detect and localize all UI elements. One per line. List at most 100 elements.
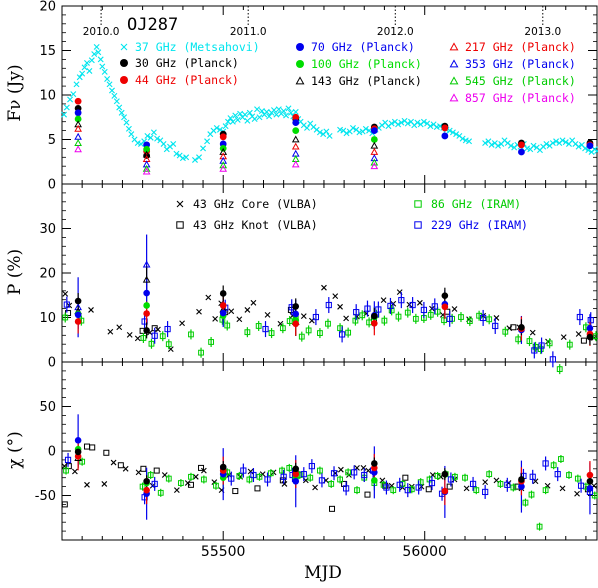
legend-marker: [296, 60, 304, 68]
metsahovi-point: [108, 87, 115, 94]
metsahovi-point: [349, 124, 356, 131]
iram229-point: [409, 301, 416, 309]
metsahovi-point: [97, 56, 104, 63]
iram229-point: [240, 467, 247, 474]
knot-point: [402, 474, 409, 481]
iram86-point: [307, 474, 314, 481]
metsahovi-point: [326, 132, 333, 139]
planck-p30-point: [143, 327, 150, 334]
core-point-b: [332, 293, 339, 300]
core-point: [192, 473, 199, 480]
metsahovi-point-b: [366, 127, 373, 134]
metsahovi-point: [63, 104, 70, 111]
iram86-point: [279, 467, 285, 474]
metsahovi-point-b: [462, 137, 469, 144]
core-point-b: [343, 315, 350, 322]
metsahovi-point: [121, 114, 128, 121]
planck-angle-point: [292, 470, 300, 478]
iram86-point: [198, 349, 204, 356]
metsahovi-point-b: [507, 142, 514, 149]
core-point-b: [463, 485, 470, 492]
metsahovi-point-b: [254, 106, 261, 113]
legend-marker: [296, 43, 304, 51]
knot-point: [510, 324, 517, 331]
legend-label: 100 GHz (Planck): [311, 57, 422, 71]
metsahovi-point: [222, 123, 229, 130]
metsahovi-point: [507, 142, 514, 149]
core-point-b: [84, 481, 90, 488]
metsahovi-point-b: [196, 154, 203, 161]
iram229-point: [63, 301, 70, 308]
planck-f545-point: [219, 161, 228, 169]
metsahovi-point: [116, 104, 123, 111]
core-point: [360, 465, 367, 471]
planck-f857-point: [291, 160, 300, 168]
metsahovi-point-b: [466, 138, 473, 145]
iram86-point: [388, 307, 395, 314]
planck-p100-point: [143, 302, 150, 309]
metsahovi-point: [275, 106, 282, 113]
metsahovi-point-b: [200, 145, 207, 152]
iram86-point: [473, 487, 480, 494]
planck-f70-point: [292, 119, 300, 126]
planck-p70-point: [586, 324, 594, 332]
planck-f70-point: [74, 109, 82, 117]
core-point-b: [380, 297, 387, 304]
knot-point: [117, 462, 124, 469]
knot-point: [61, 501, 68, 508]
core-point: [264, 311, 271, 318]
core-point-b: [179, 320, 185, 327]
core-point-b: [101, 481, 108, 487]
core-point: [173, 487, 180, 494]
planck-f217-point: [370, 147, 379, 155]
metsahovi-point: [553, 138, 560, 145]
core-point: [482, 479, 489, 486]
legend-label: 545 GHz (Planck): [465, 74, 576, 88]
core-point: [205, 294, 212, 301]
core-point-b: [72, 468, 78, 475]
metsahovi-point-b: [266, 113, 273, 120]
metsahovi-point-b: [246, 109, 253, 116]
legend-label: 70 GHz (Planck): [311, 40, 415, 54]
metsahovi-point: [254, 106, 261, 113]
metsahovi-point: [128, 131, 135, 138]
iram229-point: [325, 301, 332, 309]
y-tick-label: 5: [48, 133, 56, 148]
metsahovi-point: [258, 108, 265, 115]
y-tick-label: 0: [48, 178, 56, 193]
knot-point: [140, 465, 147, 472]
planck-p30-point: [74, 297, 82, 305]
metsahovi-point-b: [578, 141, 585, 148]
core-point-b: [107, 328, 114, 335]
planck-p70-point: [292, 310, 300, 318]
metsahovi-point: [316, 129, 323, 136]
iram86-point: [188, 331, 194, 338]
metsahovi-point: [83, 59, 90, 66]
metsahovi-point: [204, 138, 211, 145]
metsahovi-point-b: [482, 140, 489, 147]
iram86-point: [157, 489, 164, 496]
planck-f857-point: [142, 167, 151, 175]
metsahovi-point-b: [121, 114, 128, 121]
planck-angle-point: [441, 470, 449, 478]
core-point-b: [135, 469, 142, 476]
metsahovi-point: [86, 67, 93, 74]
core-point-b: [416, 299, 423, 306]
metsahovi-point-b: [204, 138, 211, 145]
core-point: [126, 331, 133, 338]
planck-p44-point: [143, 310, 150, 317]
iram229-point: [383, 484, 390, 491]
metsahovi-point-b: [553, 138, 560, 145]
panel-frame-2: [61, 361, 598, 541]
metsahovi-point-b: [275, 106, 282, 113]
core-point: [101, 481, 108, 487]
metsahovi-point-b: [229, 118, 236, 125]
metsahovi-point-b: [173, 150, 180, 157]
iram229-point: [447, 476, 455, 483]
core-point: [463, 485, 470, 492]
iram229-point: [504, 481, 511, 488]
metsahovi-point-b: [213, 124, 220, 131]
y-tick-label: 15: [39, 44, 56, 59]
iram229-point: [387, 302, 394, 310]
